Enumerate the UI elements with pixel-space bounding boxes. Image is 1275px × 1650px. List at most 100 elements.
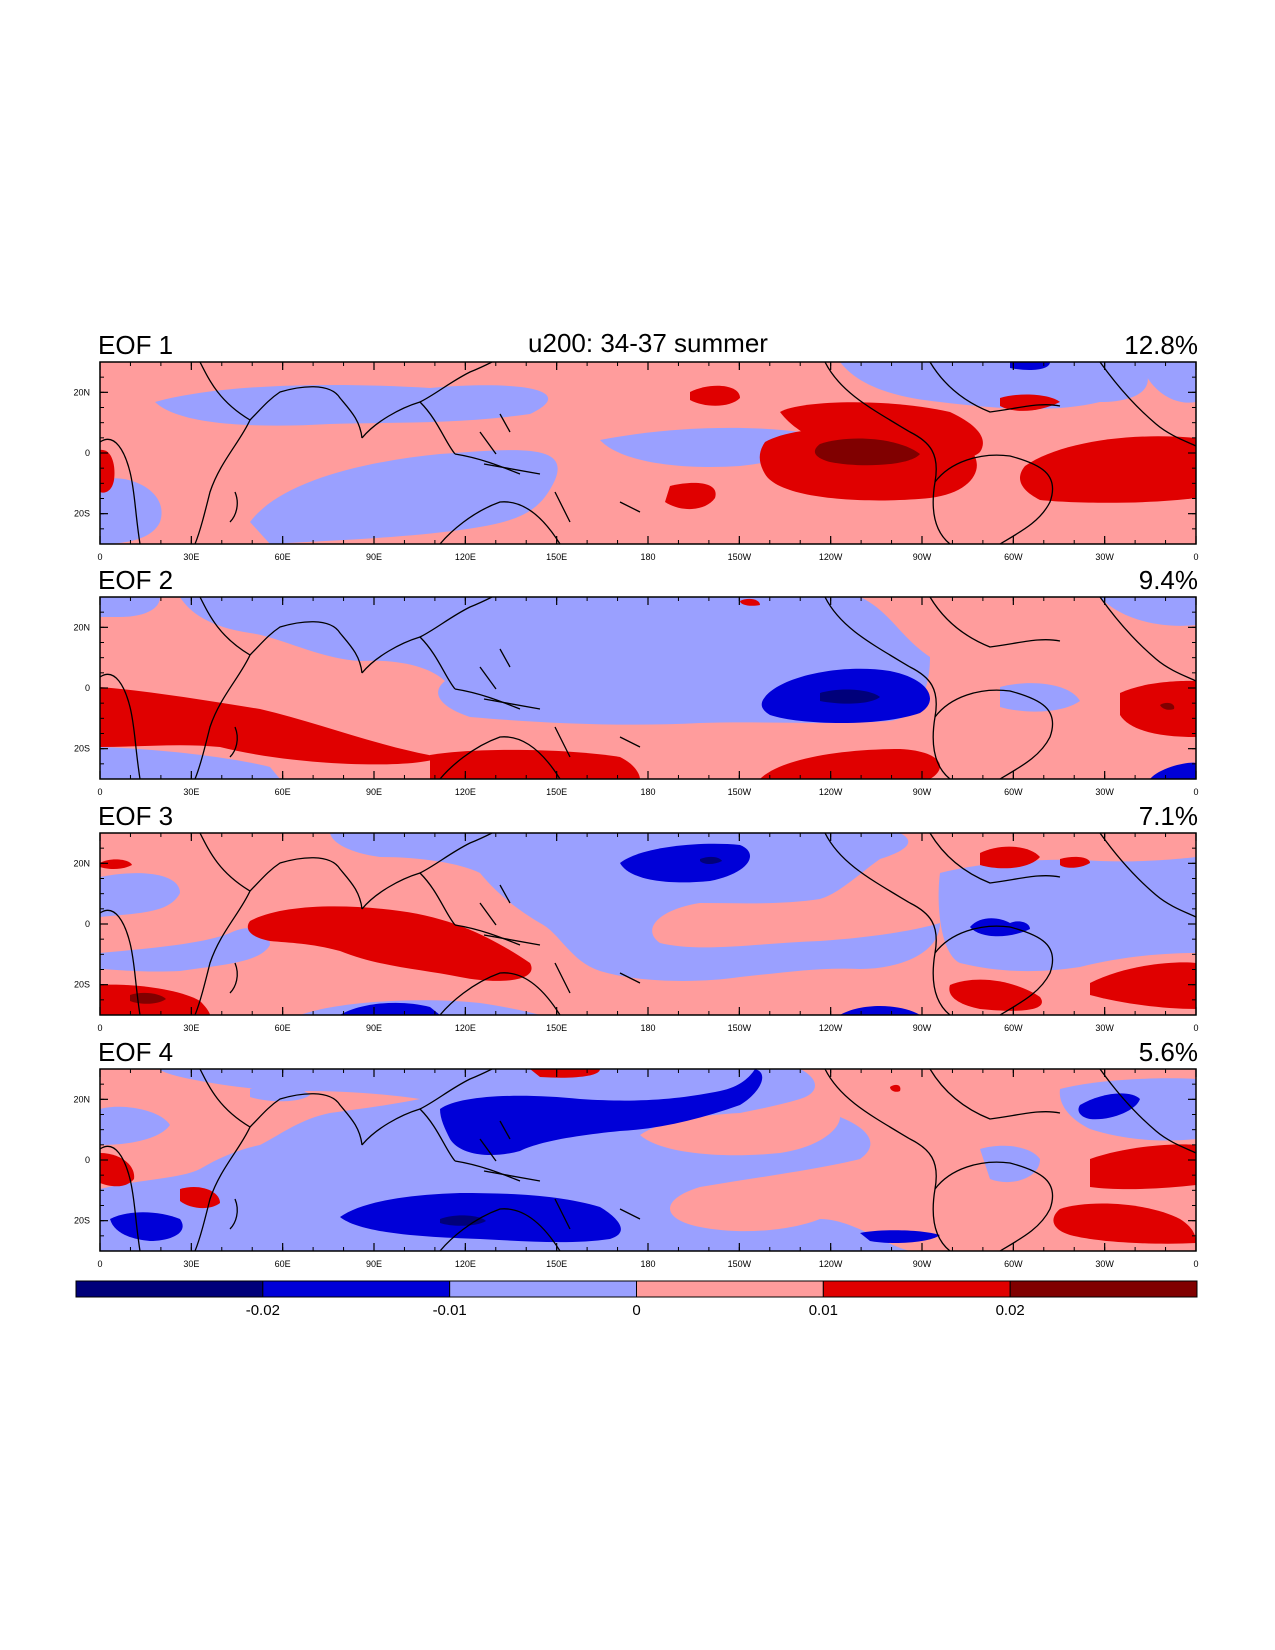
colorbar-segment — [449, 1280, 637, 1298]
x-tick-label: 180 — [640, 787, 655, 797]
panel-label: EOF 1 — [98, 330, 173, 360]
y-tick-label: 20S — [74, 980, 90, 990]
positive-strong-region — [1020, 436, 1196, 503]
panel-percent: 12.8% — [1124, 330, 1198, 360]
y-tick-label: 20N — [73, 1094, 90, 1104]
x-tick-label: 120W — [819, 552, 843, 562]
coastlines — [100, 597, 1196, 779]
x-tick-label: 30E — [183, 787, 199, 797]
negative-region — [1100, 597, 1196, 626]
positive-extreme-region — [814, 438, 920, 466]
panel-label: EOF 3 — [98, 801, 173, 831]
negative-extreme-region — [700, 856, 722, 864]
positive-extreme-region — [1160, 702, 1175, 710]
panel-percent: 7.1% — [1139, 801, 1198, 831]
negative-strong-region — [440, 1069, 763, 1155]
positive-strong-region — [100, 1153, 135, 1187]
colorbar-label: -0.01 — [433, 1302, 467, 1319]
positive-strong-region — [100, 859, 132, 869]
positive-strong-region — [760, 749, 940, 779]
y-tick-label: 0 — [85, 448, 90, 458]
x-tick-label: 90E — [366, 787, 382, 797]
negative-region — [100, 873, 180, 917]
negative-extreme-region — [440, 1215, 486, 1226]
positive-strong-region — [890, 1084, 901, 1092]
contour-map — [100, 362, 1196, 544]
negative-region — [250, 1085, 310, 1102]
x-tick-label: 60W — [1004, 1023, 1023, 1033]
positive-strong-region — [100, 687, 440, 765]
x-tick-label: 60W — [1004, 787, 1023, 797]
x-tick-label: 150E — [546, 1259, 567, 1269]
y-tick-label: 20N — [73, 387, 90, 397]
x-tick-label: 0 — [97, 1023, 102, 1033]
positive-strong-region — [740, 598, 760, 606]
colorbar-segment — [636, 1280, 824, 1298]
y-tick-label: 20N — [73, 622, 90, 632]
y-tick-label: 0 — [85, 1155, 90, 1165]
negative-region — [100, 478, 162, 544]
negative-region — [100, 747, 280, 779]
x-tick-label: 120E — [455, 1023, 476, 1033]
negative-region — [980, 1145, 1040, 1183]
x-tick-label: 30W — [1095, 552, 1114, 562]
x-tick-label: 150W — [728, 1023, 752, 1033]
x-tick-label: 180 — [640, 552, 655, 562]
x-tick-label: 150E — [546, 787, 567, 797]
x-tick-label: 120E — [455, 552, 476, 562]
x-tick-label: 30W — [1095, 787, 1114, 797]
negative-region — [180, 597, 930, 725]
x-tick-label: 60E — [275, 1259, 291, 1269]
x-tick-label: 30E — [183, 1259, 199, 1269]
eof-panel-4: EOF 4 5.6% — [73, 1037, 1198, 1269]
negative-region — [938, 857, 1196, 972]
positive-strong-region — [980, 846, 1040, 869]
colorbar-label: 0.01 — [809, 1302, 838, 1319]
x-tick-label: 90E — [366, 552, 382, 562]
positive-strong-region — [780, 402, 983, 463]
x-tick-label: 30W — [1095, 1023, 1114, 1033]
y-tick-label: 20S — [74, 509, 90, 519]
negative-strong-region — [860, 1230, 940, 1243]
panel-label: EOF 2 — [98, 565, 173, 595]
y-tick-label: 0 — [85, 919, 90, 929]
negative-region — [600, 427, 808, 467]
positive-strong-region — [100, 449, 115, 493]
x-tick-label: 30E — [183, 552, 199, 562]
x-tick-label: 90E — [366, 1023, 382, 1033]
eof-panel-1: EOF 1 12.8% — [73, 330, 1198, 562]
x-tick-label: 60W — [1004, 552, 1023, 562]
negative-strong-region — [1010, 362, 1050, 370]
negative-strong-region — [840, 1006, 920, 1015]
contour-map — [100, 1069, 1196, 1251]
x-tick-label: 120W — [819, 1023, 843, 1033]
colorbar-segment — [1009, 1280, 1198, 1298]
colorbar-segment — [822, 1280, 1011, 1298]
x-tick-label: 0 — [1193, 1259, 1198, 1269]
x-tick-label: 0 — [1193, 552, 1198, 562]
negative-strong-region — [340, 1002, 440, 1015]
negative-region — [100, 928, 270, 972]
x-tick-label: 0 — [1193, 787, 1198, 797]
x-tick-label: 120W — [819, 787, 843, 797]
x-tick-label: 150W — [728, 787, 752, 797]
positive-strong-region — [665, 482, 716, 510]
x-tick-label: 30W — [1095, 1259, 1114, 1269]
positive-strong-region — [1120, 680, 1196, 737]
positive-strong-region — [1053, 1203, 1196, 1244]
x-tick-label: 120E — [455, 1259, 476, 1269]
panel-percent: 9.4% — [1139, 565, 1198, 595]
x-tick-label: 0 — [97, 552, 102, 562]
negative-region — [250, 450, 558, 544]
negative-strong-region — [620, 843, 750, 883]
contour-map — [100, 597, 1196, 779]
x-tick-label: 90W — [913, 1023, 932, 1033]
negative-extreme-region — [820, 689, 880, 704]
negative-strong-region — [110, 1212, 183, 1241]
x-tick-label: 30E — [183, 1023, 199, 1033]
coastlines — [100, 362, 1196, 544]
negative-region — [840, 362, 1148, 409]
negative-region — [1000, 683, 1080, 712]
positive-extreme-region — [130, 992, 166, 1004]
